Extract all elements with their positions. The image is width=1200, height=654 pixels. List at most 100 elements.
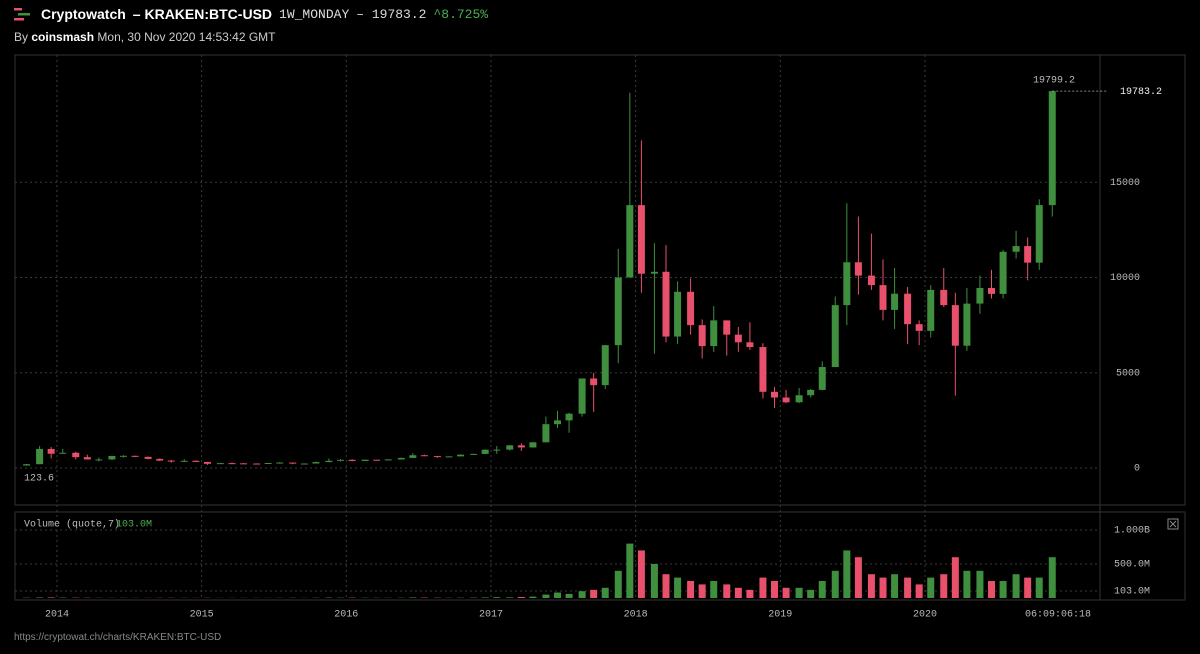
- candle-body: [795, 395, 803, 403]
- candle-body: [156, 458, 164, 461]
- volume-bar: [867, 574, 875, 598]
- candle-body: [554, 420, 561, 425]
- volume-bar: [951, 557, 959, 598]
- x-tick-label: 2015: [190, 610, 214, 621]
- candle-body: [83, 457, 91, 460]
- x-tick-label: 2014: [45, 610, 69, 621]
- volume-bar: [988, 581, 995, 598]
- volume-bar: [47, 597, 55, 598]
- candle-body: [698, 325, 706, 347]
- volume-bar: [963, 570, 971, 598]
- y-tick-label: 5000: [1116, 368, 1140, 379]
- candle-body: [951, 305, 959, 346]
- volume-bar: [904, 577, 912, 598]
- volume-bar: [590, 589, 598, 598]
- y-tick-label: 10000: [1110, 273, 1140, 284]
- candle-body: [337, 459, 344, 461]
- volume-bar: [529, 596, 537, 598]
- by: By: [14, 30, 29, 44]
- candle-body: [578, 378, 586, 414]
- y2-tick-label: 1.000B: [1114, 526, 1150, 537]
- header: Cryptowatch – KRAKEN:BTC-USD 1W_MONDAY –…: [14, 6, 488, 22]
- candle-body: [23, 464, 31, 466]
- candle-body: [506, 445, 514, 450]
- candle-body: [433, 456, 441, 458]
- date: Mon, 30 Nov 2020 14:53:42 GMT: [97, 30, 276, 44]
- candle-body: [361, 459, 369, 461]
- candle-body: [253, 463, 261, 465]
- candle-body: [1035, 205, 1043, 263]
- x-tick-label: 2018: [624, 610, 648, 621]
- volume-bar: [662, 574, 670, 598]
- author[interactable]: coinsmash: [31, 30, 95, 44]
- candle-body: [445, 456, 453, 458]
- candle-body: [384, 459, 392, 461]
- volume-bar: [854, 557, 862, 598]
- candle-body: [854, 262, 862, 276]
- candle-body: [517, 445, 525, 448]
- footer-url[interactable]: https://cryptowat.ch/charts/KRAKEN:BTC-U…: [14, 632, 222, 643]
- volume-bar: [927, 577, 935, 598]
- candle-body: [72, 452, 80, 458]
- x-tick-label: 2017: [479, 610, 503, 621]
- logo: [14, 8, 30, 21]
- volume-legend-value: 103.0M: [116, 520, 152, 531]
- volume-bar: [674, 577, 682, 598]
- volume-bar: [976, 570, 984, 598]
- candle-body: [565, 413, 573, 421]
- candle-body: [601, 345, 609, 386]
- volume-bar: [1012, 574, 1020, 598]
- candle-body: [590, 378, 598, 386]
- y2-tick-label: 500.0M: [1114, 560, 1150, 571]
- candle-body: [807, 389, 815, 396]
- volume-bar: [795, 587, 803, 598]
- candle-body: [999, 251, 1007, 294]
- close-button[interactable]: [1167, 518, 1179, 530]
- volume-bar: [999, 581, 1007, 598]
- candle-body: [131, 455, 139, 457]
- volume-bar: [493, 597, 501, 598]
- candle-body: [36, 448, 44, 465]
- volume-bar: [650, 564, 658, 598]
- volume-bar: [807, 589, 815, 598]
- candle-body: [167, 460, 175, 462]
- candle-body: [529, 442, 537, 448]
- volume-bar: [578, 591, 586, 598]
- candle-body: [879, 285, 887, 310]
- volume-bar: [36, 597, 44, 598]
- candle-body: [264, 463, 272, 465]
- candle-body: [782, 397, 790, 403]
- candle-body: [867, 275, 875, 286]
- volume-bar: [565, 593, 573, 598]
- volume-bar: [710, 581, 718, 598]
- candle-body: [710, 320, 718, 347]
- volume-bar: [818, 581, 826, 598]
- candle-body: [373, 459, 381, 461]
- brand[interactable]: Cryptowatch: [41, 6, 126, 22]
- volume-panel: [14, 511, 1186, 601]
- candle-body: [927, 289, 935, 331]
- candle-body: [493, 449, 501, 451]
- volume-bar: [734, 587, 742, 598]
- candle-body: [95, 459, 103, 461]
- volume-bar: [1035, 577, 1043, 598]
- y-tick-label: 0: [1134, 464, 1140, 475]
- candle-body: [192, 460, 200, 462]
- volume-bar: [637, 550, 645, 598]
- candle-body: [289, 462, 297, 464]
- candle-body: [723, 320, 731, 335]
- candle-body: [420, 455, 428, 457]
- volume-bar: [746, 589, 754, 598]
- volume-bar: [782, 587, 790, 598]
- volume-bar: [723, 584, 731, 598]
- volume-bar: [409, 597, 417, 598]
- volume-bar: [940, 574, 948, 598]
- candle-body: [988, 287, 995, 294]
- candle-body: [759, 347, 767, 392]
- candle-body: [216, 463, 224, 465]
- volume-bar: [698, 584, 706, 598]
- volume-bar: [759, 577, 767, 598]
- volume-bar: [626, 543, 634, 598]
- candle-body: [144, 456, 152, 459]
